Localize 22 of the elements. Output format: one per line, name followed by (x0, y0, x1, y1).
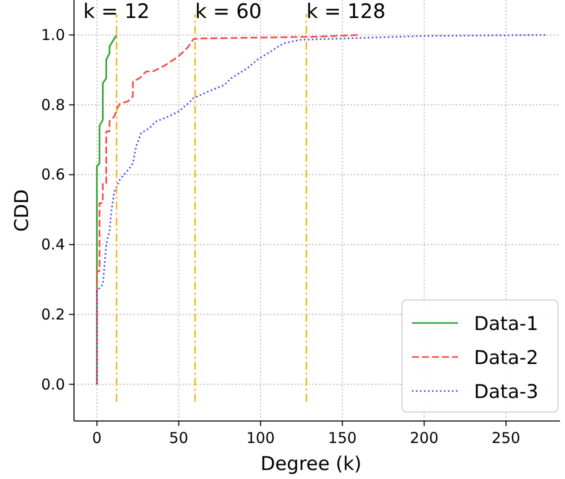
y-tick-label: 0.6 (41, 166, 65, 184)
legend-label: Data-3 (474, 381, 538, 403)
line-series (96, 34, 548, 386)
y-tick-label: 0.4 (41, 236, 65, 254)
x-tick-label: 250 (492, 429, 520, 447)
x-tick-label: 200 (410, 429, 438, 447)
x-tick-label: 50 (169, 429, 188, 447)
ref-line-label: k = 60 (195, 0, 262, 23)
y-tick-label: 1.0 (41, 26, 65, 44)
y-tick-label: 0.8 (41, 96, 65, 114)
legend-label: Data-1 (474, 313, 538, 335)
legend-label: Data-2 (474, 347, 538, 369)
ref-line-label: k = 128 (306, 0, 386, 23)
x-tick-label: 100 (246, 429, 275, 447)
line-series (96, 34, 360, 386)
x-axis-title: Degree (k) (260, 453, 362, 475)
ref-line-label: k = 12 (83, 0, 150, 23)
y-tick-label: 0.2 (41, 305, 65, 324)
x-tick-label: 150 (328, 429, 357, 447)
x-tick-label: 0 (92, 429, 102, 447)
y-axis-title: CDD (11, 189, 33, 232)
y-tick-label: 0.0 (41, 375, 65, 394)
